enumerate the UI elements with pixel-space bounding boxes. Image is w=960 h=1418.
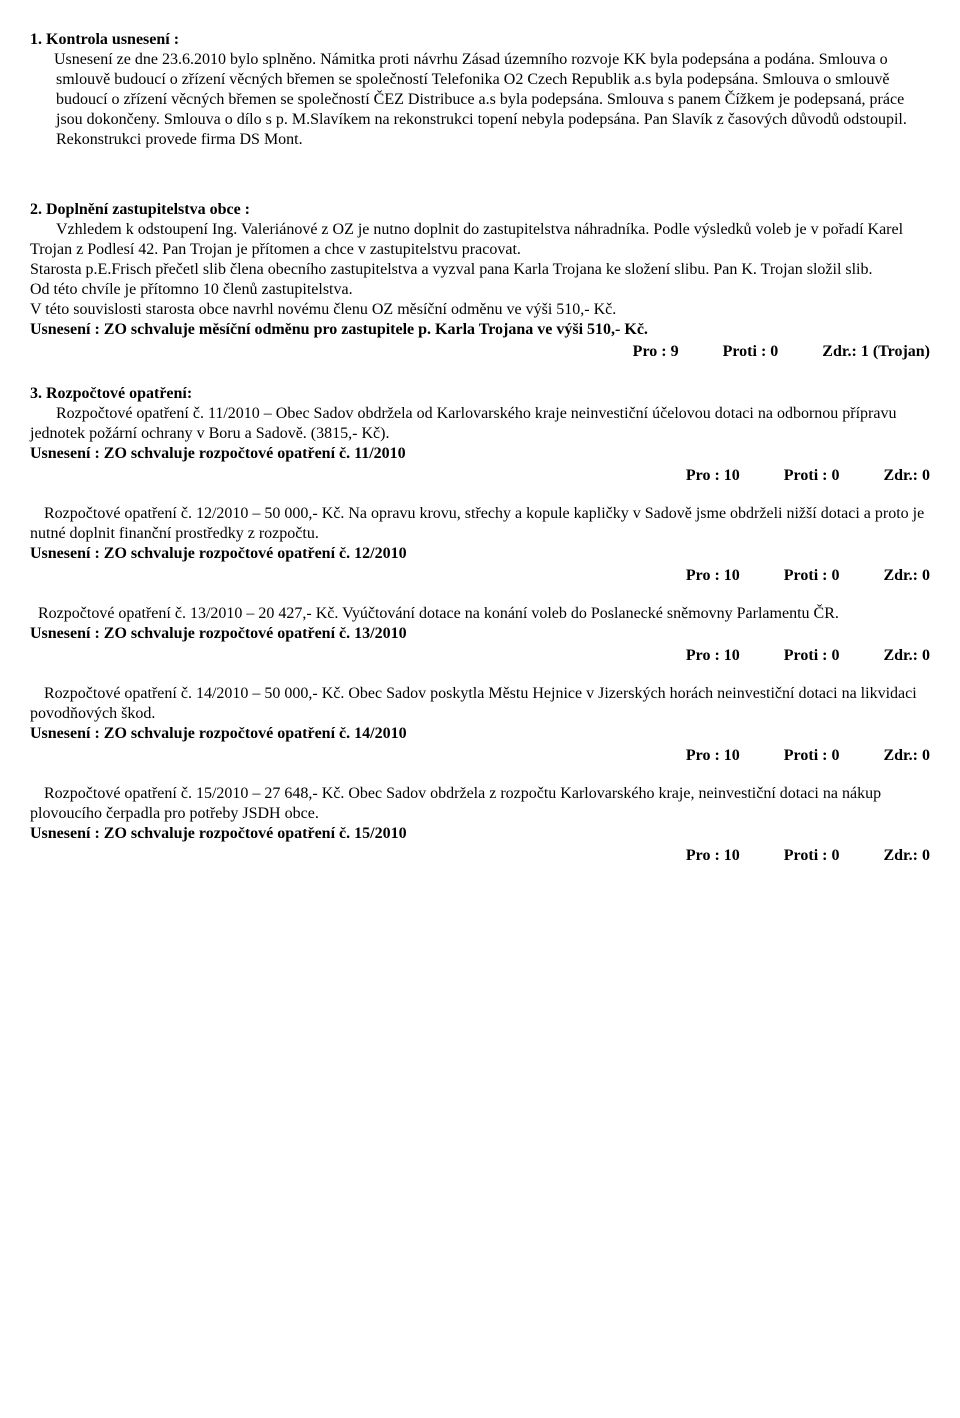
vote-pro: Pro : 10	[686, 466, 740, 486]
section-3-vote2: Pro : 10 Proti : 0 Zdr.: 0	[30, 566, 930, 586]
vote-zdr: Zdr.: 0	[883, 746, 930, 766]
section-2-line3: Od této chvíle je přítomno 10 členů zast…	[30, 280, 930, 300]
section-3-heading: 3. Rozpočtové opatření:	[30, 385, 192, 402]
section-3: 3. Rozpočtové opatření: Rozpočtové opatř…	[30, 384, 930, 866]
section-2-heading: 2. Doplnění zastupitelstva obce :	[30, 201, 250, 218]
vote-pro: Pro : 9	[633, 342, 679, 362]
section-1-heading: 1. Kontrola usnesení :	[30, 31, 179, 48]
section-2-body: Vzhledem k odstoupení Ing. Valeriánové z…	[30, 220, 930, 260]
section-2-vote: Pro : 9 Proti : 0 Zdr.: 1 (Trojan)	[30, 342, 930, 362]
section-2-line2: Starosta p.E.Frisch přečetl slib člena o…	[30, 260, 930, 280]
section-2-title: 2. Doplnění zastupitelstva obce :	[30, 200, 930, 220]
vote-proti: Proti : 0	[784, 846, 840, 866]
section-3-res5: Usnesení : ZO schvaluje rozpočtové opatř…	[30, 824, 930, 844]
section-3-p2: Rozpočtové opatření č. 12/2010 – 50 000,…	[30, 504, 930, 544]
section-3-p3: Rozpočtové opatření č. 13/2010 – 20 427,…	[30, 604, 930, 624]
vote-zdr: Zdr.: 0	[883, 846, 930, 866]
section-3-p4: Rozpočtové opatření č. 14/2010 – 50 000,…	[30, 684, 930, 724]
section-3-vote4: Pro : 10 Proti : 0 Zdr.: 0	[30, 746, 930, 766]
vote-proti: Proti : 0	[784, 566, 840, 586]
spacer	[30, 172, 930, 200]
section-3-res3: Usnesení : ZO schvaluje rozpočtové opatř…	[30, 624, 930, 644]
vote-proti: Proti : 0	[784, 746, 840, 766]
vote-pro: Pro : 10	[686, 846, 740, 866]
vote-proti: Proti : 0	[784, 646, 840, 666]
section-2-resolution: Usnesení : ZO schvaluje měsíční odměnu p…	[30, 320, 930, 340]
section-2-line4: V této souvislosti starosta obce navrhl …	[30, 300, 930, 320]
vote-zdr: Zdr.: 0	[883, 466, 930, 486]
section-3-res2: Usnesení : ZO schvaluje rozpočtové opatř…	[30, 544, 930, 564]
vote-zdr: Zdr.: 1 (Trojan)	[822, 342, 930, 362]
section-3-p5: Rozpočtové opatření č. 15/2010 – 27 648,…	[30, 784, 930, 824]
section-3-vote1: Pro : 10 Proti : 0 Zdr.: 0	[30, 466, 930, 486]
section-3-intro: Rozpočtové opatření č. 11/2010 – Obec Sa…	[30, 404, 930, 444]
vote-pro: Pro : 10	[686, 646, 740, 666]
section-1-title: 1. Kontrola usnesení :	[30, 30, 930, 50]
vote-zdr: Zdr.: 0	[883, 646, 930, 666]
section-3-vote3: Pro : 10 Proti : 0 Zdr.: 0	[30, 646, 930, 666]
vote-pro: Pro : 10	[686, 746, 740, 766]
section-1: 1. Kontrola usnesení : Usnesení ze dne 2…	[30, 30, 930, 150]
section-3-vote5: Pro : 10 Proti : 0 Zdr.: 0	[30, 846, 930, 866]
vote-zdr: Zdr.: 0	[883, 566, 930, 586]
section-1-body: Usnesení ze dne 23.6.2010 bylo splněno. …	[56, 50, 930, 150]
section-2: 2. Doplnění zastupitelstva obce : Vzhled…	[30, 200, 930, 362]
section-3-title: 3. Rozpočtové opatření:	[30, 384, 930, 404]
vote-proti: Proti : 0	[723, 342, 779, 362]
section-3-res4: Usnesení : ZO schvaluje rozpočtové opatř…	[30, 724, 930, 744]
section-3-res1: Usnesení : ZO schvaluje rozpočtové opatř…	[30, 444, 930, 464]
vote-pro: Pro : 10	[686, 566, 740, 586]
vote-proti: Proti : 0	[784, 466, 840, 486]
